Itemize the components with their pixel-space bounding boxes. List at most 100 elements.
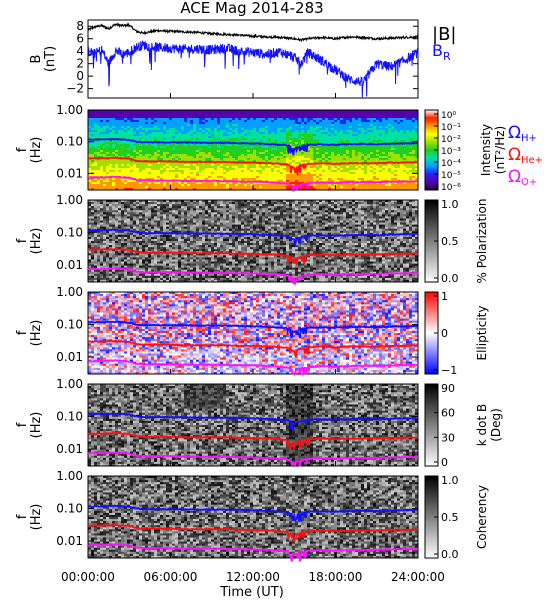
heatmap-cell — [277, 136, 281, 139]
heatmap-cell — [337, 130, 341, 133]
heatmap-cell — [304, 114, 308, 117]
heatmap-cell — [349, 114, 353, 117]
heatmap-cell — [130, 122, 134, 125]
heatmap-cell — [142, 132, 146, 135]
heatmap-cell — [361, 136, 365, 139]
heatmap-cell — [214, 134, 218, 137]
heatmap-cell — [208, 112, 212, 115]
heatmap-cell — [322, 112, 326, 115]
heatmap-cell — [415, 136, 419, 139]
heatmap-cell — [256, 136, 260, 139]
heatmap-cell — [298, 118, 302, 121]
heatmap-cell — [181, 132, 185, 135]
heatmap-cell — [226, 130, 230, 133]
heatmap-cell — [271, 128, 275, 131]
heatmap-cell — [364, 140, 368, 143]
heatmap-cell — [91, 112, 95, 115]
heatmap-cell — [379, 134, 383, 137]
heatmap-cell — [178, 114, 182, 117]
heatmap-cell — [154, 132, 158, 135]
heatmap-cell — [328, 138, 332, 141]
heatmap-cell — [130, 134, 134, 137]
heatmap-cell — [325, 132, 329, 135]
heatmap-cell — [358, 138, 362, 141]
heatmap-cell — [244, 126, 248, 129]
heatmap-cell — [241, 114, 245, 117]
heatmap-cell — [154, 136, 158, 139]
heatmap-cell — [256, 130, 260, 133]
heatmap-cell — [223, 128, 227, 131]
heatmap-cell — [361, 118, 365, 121]
heatmap-cell — [100, 142, 104, 145]
heatmap-cell — [205, 136, 209, 139]
heatmap-cell — [88, 120, 92, 123]
heatmap-cell — [310, 134, 314, 137]
heatmap-cell — [148, 140, 152, 143]
heatmap-cell — [235, 140, 239, 143]
heatmap-cell — [412, 132, 416, 135]
heatmap-cell — [262, 138, 266, 141]
heatmap-cell — [256, 126, 260, 129]
heatmap-cell — [193, 122, 197, 125]
heatmap-cell — [361, 116, 365, 119]
heatmap-cell — [382, 132, 386, 135]
heatmap-cell — [133, 132, 137, 135]
heatmap-cell — [253, 126, 257, 129]
heatmap-cell — [262, 110, 266, 113]
heatmap-cell — [289, 136, 293, 139]
heatmap-cell — [166, 140, 170, 143]
heatmap-cell — [121, 110, 125, 113]
heatmap-cell — [187, 140, 191, 143]
heatmap-cell — [361, 114, 365, 117]
heatmap-cell — [148, 114, 152, 117]
heatmap-cell — [112, 122, 116, 125]
heatmap-cell — [220, 122, 224, 125]
heatmap-cell — [364, 124, 368, 127]
heatmap-cell — [229, 120, 233, 123]
heatmap-cell — [202, 120, 206, 123]
heatmap-cell — [283, 132, 287, 135]
heatmap-cell — [232, 124, 236, 127]
heatmap-cell — [181, 136, 185, 139]
heatmap-cell — [205, 110, 209, 113]
heatmap-cell — [328, 118, 332, 121]
heatmap-cell — [184, 112, 188, 115]
heatmap-cell — [238, 122, 242, 125]
heatmap-cell — [253, 132, 257, 135]
heatmap-cell — [154, 114, 158, 117]
heatmap-cell — [211, 138, 215, 141]
heatmap-cell — [322, 136, 326, 139]
heatmap-cell — [184, 134, 188, 137]
heatmap-cell — [343, 120, 347, 123]
heatmap-cell — [160, 126, 164, 129]
heatmap-cell — [112, 114, 116, 117]
heatmap-cell — [397, 122, 401, 125]
heatmap-cell — [352, 128, 356, 131]
heatmap-cell — [409, 136, 413, 139]
heatmap-cell — [250, 118, 254, 121]
heatmap-cell — [115, 144, 119, 147]
heatmap-cell — [205, 144, 209, 147]
heatmap-cell — [394, 132, 398, 135]
heatmap-cell — [112, 136, 116, 139]
heatmap-cell — [307, 114, 311, 117]
heatmap-cell — [328, 120, 332, 123]
heatmap-cell — [397, 132, 401, 135]
heatmap-cell — [322, 118, 326, 121]
heatmap-cell — [106, 136, 110, 139]
heatmap-cell — [127, 118, 131, 121]
heatmap-cell — [205, 126, 209, 129]
heatmap-cell — [217, 130, 221, 133]
heatmap-cell — [148, 122, 152, 125]
heatmap-cell — [214, 136, 218, 139]
heatmap-cell — [397, 134, 401, 137]
heatmap-cell — [391, 138, 395, 141]
heatmap-cell — [124, 126, 128, 129]
heatmap-cell — [367, 116, 371, 119]
heatmap-cell — [211, 134, 215, 137]
heatmap-cell — [139, 112, 143, 115]
heatmap-cell — [316, 140, 320, 143]
heatmap-cell — [241, 126, 245, 129]
heatmap-cell — [241, 130, 245, 133]
heatmap-cell — [325, 128, 329, 131]
